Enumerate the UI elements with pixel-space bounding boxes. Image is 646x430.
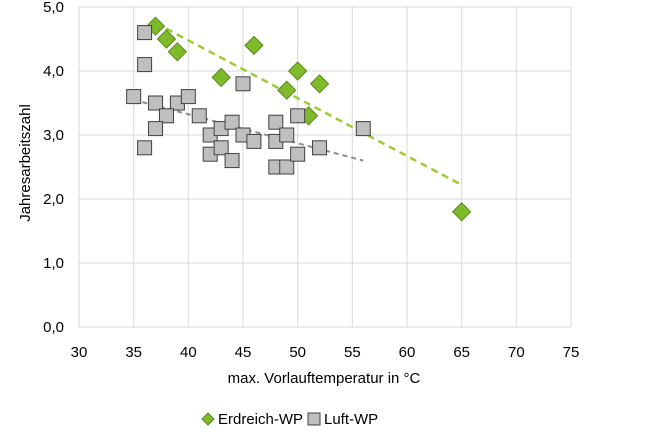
luft-wp-point-23 bbox=[279, 159, 295, 175]
x-tick-label-1: 35 bbox=[125, 344, 142, 361]
luft-wp-point-26 bbox=[312, 140, 328, 156]
x-tick-label-5: 55 bbox=[344, 344, 361, 361]
luft-wp-point-9 bbox=[191, 108, 207, 124]
legend-marker-erdreich-wp bbox=[201, 412, 215, 426]
luft-wp-point-6 bbox=[158, 108, 174, 124]
luft-wp-point-1 bbox=[137, 57, 153, 73]
erdreich-wp-point-3 bbox=[211, 67, 231, 88]
luft-wp-point-15 bbox=[224, 153, 240, 169]
x-tick-label-4: 50 bbox=[289, 344, 306, 361]
luft-wp-point-27 bbox=[355, 121, 371, 137]
y-axis-title: Jahresarbeitszahl bbox=[17, 104, 34, 222]
erdreich-wp-point-1 bbox=[156, 29, 177, 49]
x-tick-label-7: 65 bbox=[453, 344, 470, 361]
legend-label-luft-wp: Luft-WP bbox=[324, 411, 378, 428]
erdreich-wp-point-9 bbox=[451, 202, 472, 222]
luft-wp-point-16 bbox=[235, 76, 251, 92]
luft-wp-point-19 bbox=[268, 114, 284, 130]
x-tick-label-3: 45 bbox=[235, 344, 252, 361]
y-tick-label-5: 5,0 bbox=[43, 0, 64, 16]
erdreich-wp-trendline bbox=[154, 21, 463, 187]
legend: Erdreich-WP Luft-WP bbox=[201, 411, 378, 428]
x-tick-label-0: 30 bbox=[71, 344, 88, 361]
tick-labels: 30 35 40 45 50 55 60 65 70 75 0,0 1,0 2,0 3,0 4,0 5,0 bbox=[43, 0, 579, 361]
grid bbox=[78, 6, 572, 328]
luft-wp-point-18 bbox=[246, 133, 262, 149]
x-tick-label-2: 40 bbox=[180, 344, 197, 361]
luft-wp-point-25 bbox=[290, 146, 306, 162]
x-axis-title: max. Vorlauftemperatur in °C bbox=[228, 370, 421, 387]
x-tick-label-9: 75 bbox=[563, 344, 580, 361]
luft-wp-point-2 bbox=[126, 89, 142, 105]
x-tick-label-8: 70 bbox=[508, 344, 525, 361]
luft-wp-point-14 bbox=[213, 140, 229, 156]
y-tick-label-2: 2,0 bbox=[43, 191, 64, 208]
luft-wp-point-5 bbox=[180, 89, 196, 105]
erdreich-wp-point-4 bbox=[244, 35, 264, 56]
y-tick-label-0: 0,0 bbox=[43, 319, 64, 336]
luft-wp-point-7 bbox=[148, 121, 164, 137]
luft-wp-point-8 bbox=[137, 140, 153, 156]
luft-wp-point-0 bbox=[137, 25, 153, 41]
y-tick-label-3: 3,0 bbox=[43, 127, 64, 144]
legend-label-erdreich-wp: Erdreich-WP bbox=[218, 411, 303, 428]
x-tick-label-6: 60 bbox=[399, 344, 416, 361]
luft-wp-point-3 bbox=[148, 95, 164, 111]
erdreich-wp-point-8 bbox=[309, 74, 330, 94]
erdreich-wp-point-5 bbox=[277, 80, 297, 100]
luft-wp-point-21 bbox=[279, 127, 295, 143]
legend-marker-luft-wp bbox=[307, 412, 321, 426]
luft-wp-point-24 bbox=[290, 108, 306, 124]
luft-wp-point-12 bbox=[224, 114, 240, 130]
data-points bbox=[126, 16, 472, 222]
erdreich-wp-point-2 bbox=[167, 42, 188, 62]
y-tick-label-4: 4,0 bbox=[43, 63, 64, 80]
erdreich-wp-point-6 bbox=[287, 61, 308, 81]
y-tick-label-1: 1,0 bbox=[43, 255, 64, 272]
